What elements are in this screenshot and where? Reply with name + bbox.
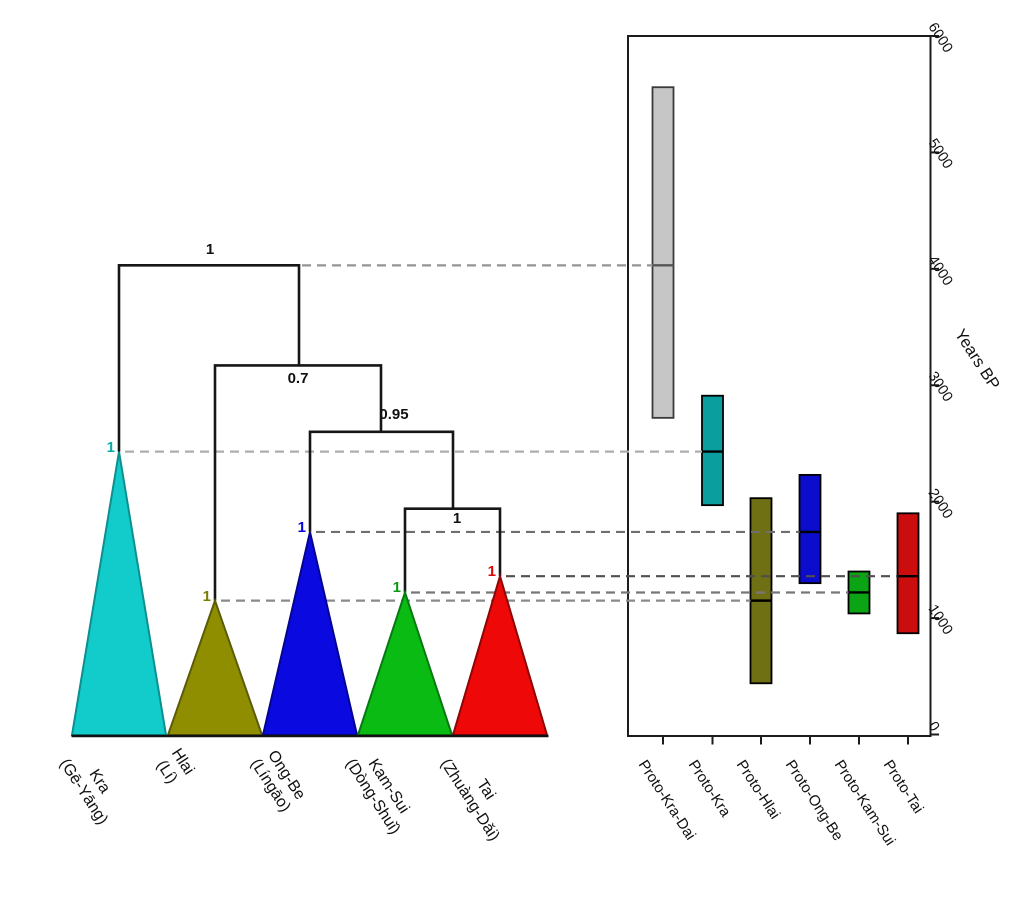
support-label-kamsui-tai: 1 [452, 510, 462, 527]
tip-support-label-ong-be: 1 [297, 518, 306, 536]
tree-branch-ongbe-kamsui-tai [308, 430, 455, 532]
tip-support-label-kra: 1 [106, 438, 115, 456]
clade-triangle-hlai [166, 597, 264, 736]
clade-triangle-kam-sui [356, 589, 454, 736]
tip-support-label-kam-sui: 1 [392, 579, 401, 597]
support-label-root: 1 [205, 241, 215, 258]
clade-triangle-kra [70, 451, 168, 736]
boxplot-frame [627, 35, 932, 737]
range-box-proto-tai [896, 512, 920, 635]
tree-branch-kamsui-tai [403, 507, 502, 593]
support-label-ongbe-kamsui-tai: 0.95 [379, 406, 409, 423]
support-label-hlai-rest: 0.7 [287, 370, 309, 387]
range-box-proto-kra-dai [651, 86, 675, 419]
clade-triangle-ong-be [261, 531, 359, 736]
tree-branch-hlai-rest [213, 364, 383, 601]
tip-support-label-hlai: 1 [202, 587, 211, 605]
tree-branch-root [117, 264, 301, 452]
tip-support-label-tai: 1 [487, 563, 496, 581]
range-box-proto-hlai [749, 497, 773, 685]
range-box-proto-ong-be [798, 473, 822, 585]
